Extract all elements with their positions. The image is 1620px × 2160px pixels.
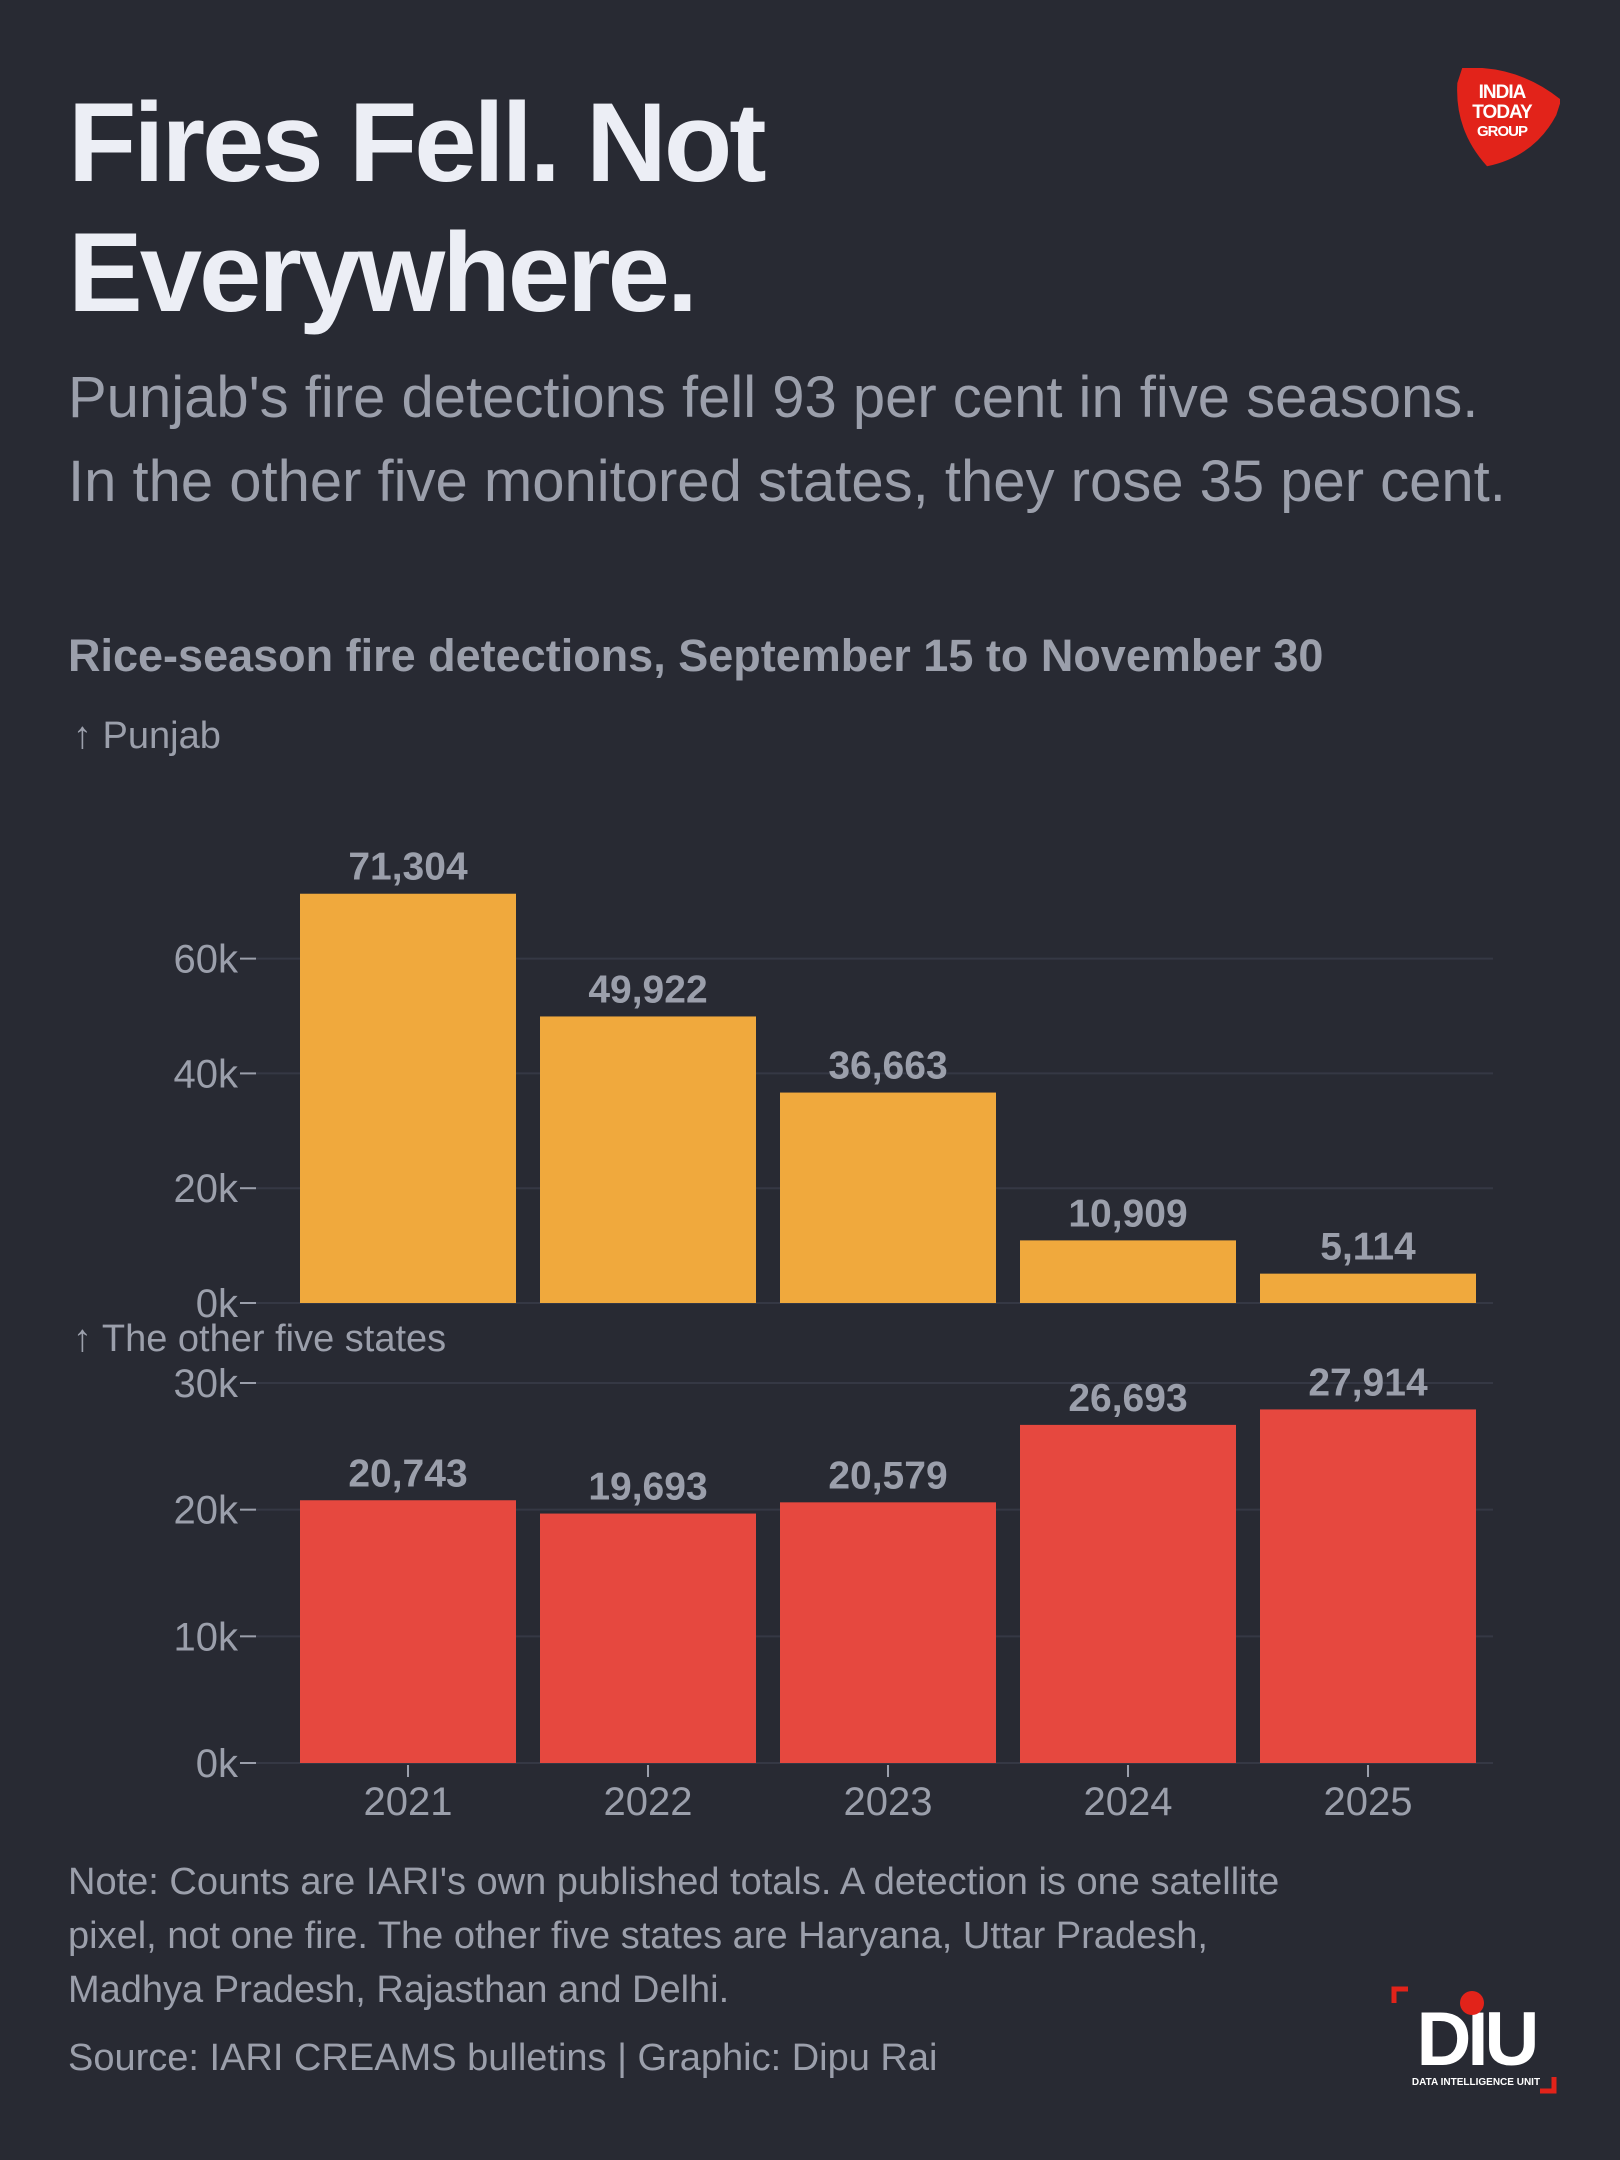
other-states-bar-2022 [540,1513,756,1763]
diu-logo: DIU DATA INTELLIGENCE UNIT [1391,1986,1557,2094]
punjab-data-label-2023: 36,663 [828,1045,947,1088]
punjab-bar-2024 [1020,1240,1236,1303]
other-states-y-tick-label: 10k [174,1615,239,1659]
punjab-data-label-2024: 10,909 [1068,1192,1187,1235]
punjab-bar-2023 [780,1092,996,1303]
india-today-group-logo: INDIA TODAY GROUP [1457,68,1560,167]
punjab-bar-2025 [1260,1273,1476,1303]
other-states-data-label-2024: 26,693 [1068,1377,1187,1420]
svg-text:INDIA: INDIA [1479,82,1527,103]
punjab-panel-label: ↑ Punjab [73,715,221,757]
punjab-y-tick-label: 20k [174,1167,239,1211]
other-states-data-label-2021: 20,743 [348,1452,467,1495]
other-states-data-label-2022: 19,693 [588,1466,707,1509]
other-states-data-label-2025: 27,914 [1308,1361,1428,1404]
punjab-y-tick-label: 60k [174,938,239,982]
source-credit: Source: IARI CREAMS bulletins | Graphic:… [68,2037,938,2079]
page-title: Fires Fell. Not Everywhere. [68,80,767,335]
punjab-bar-2022 [540,1016,756,1303]
other-states-y-tick-label: 20k [174,1489,239,1533]
x-tick-label-2023: 2023 [844,1780,933,1824]
x-tick-label-2021: 2021 [364,1780,453,1824]
other-states-bar-2023 [780,1502,996,1763]
x-tick-label-2025: 2025 [1324,1780,1413,1824]
x-tick-label-2022: 2022 [604,1780,693,1824]
punjab-data-label-2025: 5,114 [1320,1226,1416,1269]
chart-heading: Rice-season fire detections, September 1… [68,630,1324,681]
svg-text:DATA INTELLIGENCE UNIT: DATA INTELLIGENCE UNIT [1412,2077,1540,2088]
svg-text:TODAY: TODAY [1472,102,1533,123]
other-states-y-tick-label: 0k [196,1742,239,1786]
other-states-bar-2024 [1020,1424,1236,1763]
punjab-data-label-2022: 49,922 [588,968,707,1011]
punjab-bar-2021 [300,893,516,1303]
other-states-bar-2021 [300,1500,516,1763]
other-states-data-label-2023: 20,579 [828,1454,947,1497]
footnote: Note: Counts are IARI's own published to… [68,1861,1280,2011]
x-tick-label-2024: 2024 [1084,1780,1173,1824]
punjab-y-tick-label: 0k [196,1282,239,1326]
other-states-panel-label: ↑ The other five states [73,1318,446,1360]
other-states-y-tick-label: 30k [174,1362,239,1406]
punjab-y-tick-label: 40k [174,1052,239,1096]
punjab-data-label-2021: 71,304 [348,846,468,889]
svg-text:GROUP: GROUP [1477,123,1528,140]
other-states-bar-2025 [1260,1409,1476,1763]
page-subtitle: Punjab's fire detections fell 93 per cen… [68,365,1506,514]
